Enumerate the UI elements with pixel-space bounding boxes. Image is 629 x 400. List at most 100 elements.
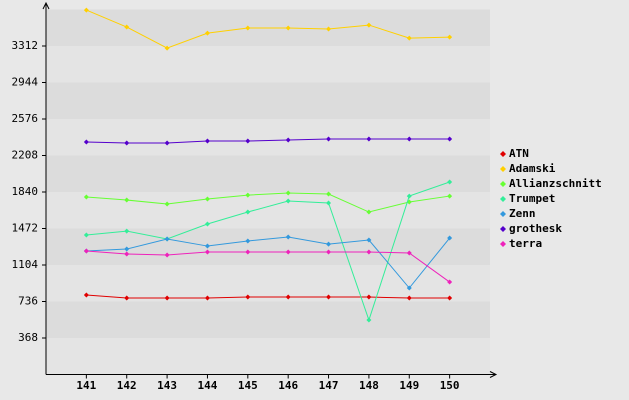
series-line: [86, 236, 451, 289]
legend-swatch: [500, 151, 506, 157]
point: [245, 209, 251, 215]
x-tick-label: 149: [399, 379, 419, 392]
point: [326, 249, 332, 255]
y-tick-label: 1472: [12, 222, 39, 235]
y-tick-label: 3312: [12, 39, 39, 52]
point: [447, 279, 453, 285]
point: [124, 140, 130, 146]
x-tick-label: 148: [359, 379, 379, 392]
series-line: [86, 294, 450, 299]
point: [164, 140, 170, 146]
grid-band: [46, 228, 490, 265]
point: [164, 252, 170, 258]
point: [245, 249, 251, 255]
grid-band: [46, 265, 490, 302]
grid-band: [46, 338, 490, 375]
point: [406, 295, 412, 301]
legend-swatch: [500, 211, 506, 217]
y-tick-label: 1104: [12, 258, 39, 271]
legend-label: Adamski: [509, 162, 556, 175]
series-line: [86, 250, 450, 283]
point: [366, 136, 372, 142]
legend-label: grothesk: [509, 222, 562, 235]
grid-band: [46, 192, 490, 229]
point: [204, 295, 210, 301]
x-axis-arrow: [489, 371, 498, 378]
point: [366, 22, 372, 28]
y-tick-label: 368: [18, 331, 38, 344]
point: [83, 7, 89, 13]
point: [124, 295, 130, 301]
x-tick-label: 142: [117, 379, 137, 392]
x-tick-label: 143: [157, 379, 177, 392]
point: [326, 241, 332, 247]
point: [406, 250, 412, 256]
grid-band: [46, 119, 490, 156]
point: [83, 139, 89, 145]
point: [366, 209, 372, 215]
point: [406, 193, 412, 199]
point: [285, 198, 291, 204]
point: [447, 235, 453, 241]
y-tick-label: 2208: [12, 149, 39, 162]
grid-band: [46, 46, 490, 83]
series-line: [86, 9, 450, 49]
point: [406, 285, 412, 291]
point: [366, 249, 372, 255]
point: [204, 138, 210, 144]
point: [366, 237, 372, 243]
point: [245, 294, 251, 300]
series-line: [86, 181, 450, 322]
point: [285, 137, 291, 143]
legend-label: Allianzschnitt: [509, 177, 602, 190]
series-line: [86, 138, 450, 144]
point: [204, 243, 210, 249]
legend-swatch: [500, 166, 506, 172]
grid-band: [46, 82, 490, 119]
point: [406, 35, 412, 41]
point: [326, 26, 332, 32]
point: [447, 193, 453, 199]
point: [447, 136, 453, 142]
point: [285, 294, 291, 300]
point: [124, 24, 130, 30]
point: [83, 292, 89, 298]
y-tick-label: 2944: [12, 76, 39, 89]
series-line: [86, 192, 450, 213]
point: [326, 294, 332, 300]
point: [83, 232, 89, 238]
legend-swatch: [500, 241, 506, 247]
point: [164, 45, 170, 51]
grid-band: [46, 155, 490, 192]
x-tick-label: 147: [319, 379, 339, 392]
point: [366, 294, 372, 300]
point: [164, 201, 170, 207]
legend-label: ATN: [509, 147, 529, 160]
x-tick-label: 145: [238, 379, 258, 392]
y-axis-arrow: [42, 1, 50, 10]
point: [245, 192, 251, 198]
legend-label: Trumpet: [509, 192, 555, 205]
point: [447, 34, 453, 40]
x-tick-label: 146: [278, 379, 298, 392]
point: [124, 228, 130, 234]
point: [447, 179, 453, 185]
point: [366, 317, 372, 323]
point: [164, 236, 170, 242]
point: [83, 248, 89, 254]
point: [124, 251, 130, 257]
point: [285, 234, 291, 240]
point: [326, 136, 332, 142]
x-tick-label: 144: [198, 379, 218, 392]
point: [447, 295, 453, 301]
y-tick-label: 1840: [12, 185, 39, 198]
x-tick-label: 141: [76, 379, 96, 392]
legend-swatch: [500, 226, 506, 232]
point: [124, 197, 130, 203]
point: [204, 221, 210, 227]
point: [124, 246, 130, 252]
point: [83, 194, 89, 200]
legend-swatch: [500, 196, 506, 202]
legend-label: terra: [509, 237, 542, 250]
